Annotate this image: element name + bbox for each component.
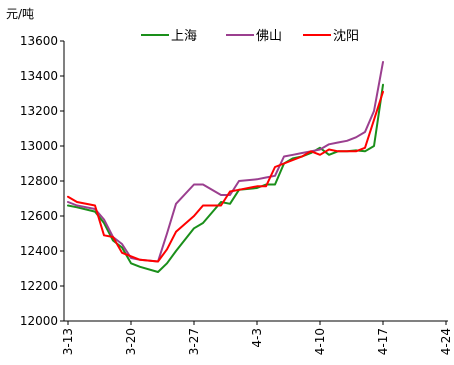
y-tick-label: 13400 — [20, 69, 58, 83]
y-tick-label: 13000 — [20, 139, 58, 153]
series-line-上海 — [67, 83, 384, 273]
x-tick-label: 4-10 — [313, 328, 327, 355]
legend-label: 上海 — [171, 29, 197, 44]
x-tick-label: 3-13 — [61, 328, 75, 355]
x-tick-label: 4-24 — [439, 328, 453, 355]
y-tick-label: 12200 — [20, 279, 58, 293]
legend-label: 沈阳 — [333, 29, 359, 44]
x-tick-label: 3-27 — [187, 328, 201, 355]
series-line-佛山 — [67, 61, 384, 263]
axes: 12000 12200 12400 12600 12800 13000 13200 13400… — [20, 34, 453, 355]
x-tick-label: 4-17 — [376, 328, 390, 355]
series-lines — [67, 61, 384, 273]
x-tick-label: 3-20 — [124, 328, 138, 355]
y-tick-label: 12600 — [20, 209, 58, 223]
y-tick-label: 12000 — [20, 314, 58, 328]
y-tick-label: 12800 — [20, 174, 58, 188]
y-tick-label: 13200 — [20, 104, 58, 118]
x-tick-label: 4-3 — [250, 328, 264, 348]
y-unit-label: 元/吨 — [6, 7, 34, 21]
y-tick-label: 12400 — [20, 244, 58, 258]
legend: 上海 佛山 沈阳 — [141, 29, 359, 44]
y-tick-label: 13600 — [20, 34, 58, 48]
legend-label: 佛山 — [256, 29, 282, 44]
series-line-沈阳 — [67, 90, 384, 263]
